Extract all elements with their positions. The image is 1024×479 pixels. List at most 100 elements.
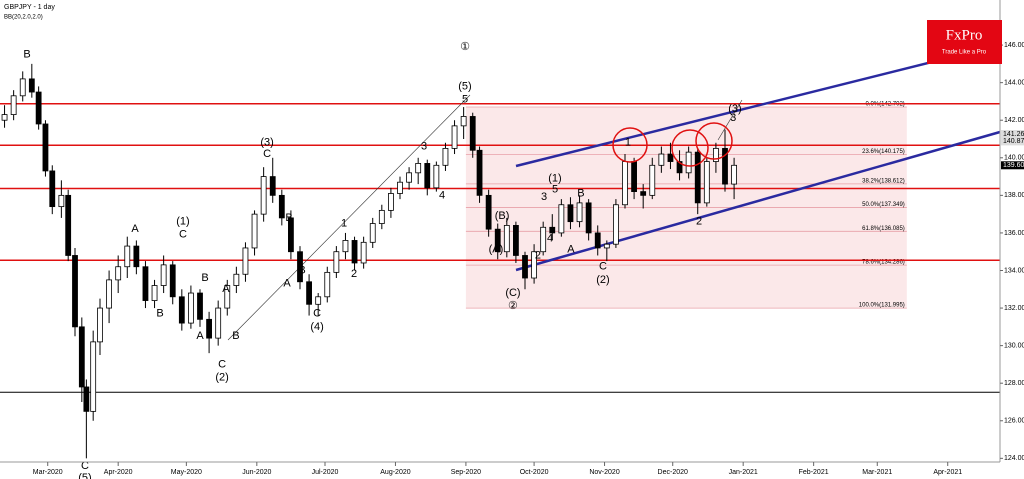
price-tag-label: 141.267 — [1003, 131, 1024, 138]
x-tick-label: Mar-2020 — [33, 469, 63, 476]
candle-body — [72, 255, 78, 328]
highlight-circle — [612, 127, 648, 163]
wave-label: 4 — [439, 189, 445, 201]
candle-body — [90, 341, 97, 412]
y-tick-label: 146.000 — [1004, 42, 1024, 49]
candle-body — [549, 226, 556, 234]
wave-label: 2 — [535, 249, 541, 261]
x-tick-label: Dec-2020 — [658, 469, 688, 476]
y-tick-label: 134.000 — [1004, 267, 1024, 274]
candle-body — [288, 217, 294, 253]
price-tag-label: 139.601 — [1003, 162, 1024, 169]
candle-body — [585, 202, 592, 234]
trend-line — [227, 94, 471, 341]
x-tick-label: Mar-2021 — [862, 469, 892, 476]
candle-body — [178, 296, 185, 324]
candle-body — [224, 285, 231, 309]
candle-body — [531, 251, 537, 279]
candle-body — [42, 123, 49, 172]
candle-body — [540, 226, 547, 253]
x-tick-label: Jan-2021 — [729, 469, 758, 476]
wave-label: A — [283, 278, 291, 290]
wave-label: B — [201, 272, 208, 284]
wave-label: (4) — [310, 321, 323, 333]
x-tick-label: Jun-2020 — [242, 469, 271, 476]
y-tick-label: 128.000 — [1004, 380, 1024, 387]
candle-body — [242, 247, 249, 275]
candle-body — [58, 194, 65, 208]
wave-label: 2 — [351, 268, 357, 280]
trend-line — [717, 99, 743, 141]
candle-body — [260, 176, 267, 215]
candle-body — [378, 209, 385, 224]
candle-body — [133, 245, 140, 268]
y-tick-label: 138.000 — [1004, 192, 1024, 199]
candle-body — [558, 204, 565, 234]
candle-body — [169, 264, 176, 298]
wave-label: C — [179, 229, 187, 241]
candle-body — [622, 161, 628, 206]
candle-body — [613, 204, 619, 245]
candle-body — [676, 161, 683, 174]
wave-label: 5 — [552, 184, 558, 196]
candle-body — [251, 213, 258, 249]
price-tag — [1001, 161, 1024, 170]
wave-label: A — [131, 223, 139, 235]
logo-tagline: Trade Like a Pro — [942, 50, 987, 56]
candle-body — [142, 266, 149, 301]
y-tick-label: 132.000 — [1004, 305, 1024, 312]
fib-label: 50.0%(137.349) — [862, 202, 905, 208]
wave-label: ② — [508, 300, 518, 312]
wave-label: B — [298, 264, 305, 276]
candle-body — [576, 202, 583, 223]
x-tick-label: Apr-2020 — [104, 469, 133, 476]
y-tick-label: 130.000 — [1004, 342, 1024, 349]
highlight-circle — [695, 122, 733, 160]
candle-body — [685, 151, 692, 174]
chart-subtitle: BB(20,2.0,2.0) — [4, 15, 43, 21]
x-tick-label: May-2020 — [171, 469, 202, 476]
candle-body — [10, 95, 17, 115]
logo-brand: FxPro — [946, 27, 983, 43]
candle-body — [703, 161, 710, 204]
price-tag — [1001, 137, 1024, 146]
candle-body — [115, 266, 122, 281]
fib-label: 78.6%(134.286) — [862, 260, 905, 266]
candle-body — [206, 318, 212, 339]
x-tick-label: Nov-2020 — [589, 469, 619, 476]
candle-body — [631, 161, 637, 193]
candle-body — [594, 232, 601, 249]
wave-label: (1) — [548, 172, 561, 184]
wave-label: 4 — [547, 232, 553, 244]
y-tick-label: 136.000 — [1004, 230, 1024, 237]
candle-body — [397, 181, 403, 194]
x-tick-label: Aug-2020 — [380, 469, 410, 476]
candle-body — [315, 296, 322, 305]
candle-body — [433, 164, 440, 189]
candle-body — [49, 170, 56, 208]
wave-label: (2) — [215, 371, 228, 383]
wave-label: 2 — [696, 216, 702, 228]
wave-label: (5) — [458, 80, 471, 92]
wave-label: 3 — [730, 112, 736, 124]
wave-label: B — [23, 48, 30, 60]
wave-label: 5 — [462, 93, 468, 105]
candle-body — [124, 245, 131, 268]
candle-body — [215, 307, 222, 339]
circles — [612, 122, 733, 167]
candle-body — [35, 91, 42, 125]
wave-label: (1) — [176, 216, 189, 228]
candle-body — [649, 164, 656, 196]
candle-body — [83, 386, 90, 412]
candle-body — [106, 279, 112, 309]
candle-body — [603, 243, 610, 249]
candles — [1, 63, 737, 459]
candle-body — [451, 125, 458, 149]
candle-body — [1, 114, 8, 121]
x-tick-label: Oct-2020 — [520, 469, 549, 476]
candle-body — [406, 172, 412, 183]
candle-body — [713, 147, 719, 162]
candle-body — [269, 176, 276, 196]
wave-label: 1 — [341, 217, 347, 229]
